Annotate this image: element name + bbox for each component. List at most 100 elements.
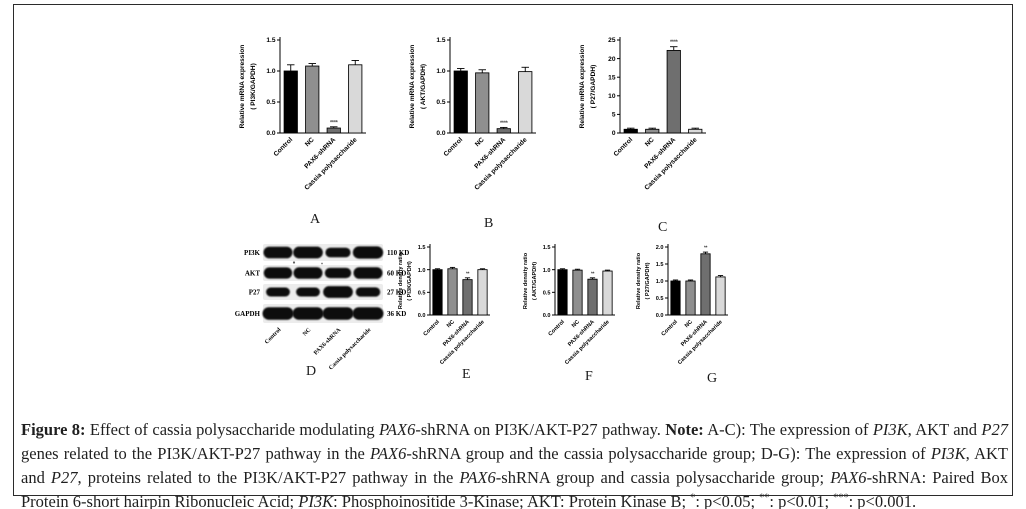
caption-segment: P27 bbox=[50, 467, 78, 487]
panel-letter-d: D bbox=[306, 364, 317, 379]
blot-protein-label: PI3K bbox=[244, 249, 261, 257]
panel-g-chart: 0.0 0.5 1.0 1.5 2.0 Relative density ratio( P… bbox=[636, 244, 728, 366]
blot-band bbox=[262, 307, 294, 320]
svg-text:Relative density ratio: Relative density ratio bbox=[636, 252, 642, 309]
svg-text:0.0: 0.0 bbox=[656, 313, 664, 319]
caption-segment: PAX6 bbox=[378, 419, 416, 439]
svg-text:1.0: 1.0 bbox=[656, 279, 664, 285]
caption-segment: PAX6 bbox=[370, 443, 407, 463]
blot-band bbox=[263, 246, 293, 259]
blot-lane-label: Control bbox=[264, 327, 283, 346]
caption-segment: PI3K bbox=[872, 419, 908, 439]
svg-text:0.5: 0.5 bbox=[656, 296, 664, 302]
significance-mark: ** bbox=[466, 271, 470, 277]
panel-letter-f: F bbox=[585, 369, 593, 384]
bar bbox=[348, 64, 363, 134]
x-tick-label: Control bbox=[273, 136, 295, 158]
caption-segment: : p<0.01; bbox=[769, 491, 834, 509]
svg-text:0.0: 0.0 bbox=[266, 130, 275, 137]
bar-chart: 0.0 0.5 1.0 1.5 Relative mRNA expression ( PI… bbox=[239, 37, 366, 192]
bar bbox=[326, 127, 341, 134]
x-tick-label: Control bbox=[443, 136, 465, 158]
caption-segment: , AKT and bbox=[907, 419, 982, 439]
caption-segment: : p<0.05; bbox=[695, 491, 760, 509]
caption-segment: -shRNA on PI3K/AKT-P27 pathway. bbox=[415, 419, 666, 439]
blot-weight-label: 60 KD bbox=[387, 270, 406, 278]
bar bbox=[518, 71, 533, 134]
blot-band bbox=[266, 287, 290, 297]
bar-chart: 0.0 0.5 1.0 1.5 Relative density ratio( AKT/… bbox=[523, 244, 615, 366]
blot-band bbox=[355, 287, 381, 297]
caption-segment: *** bbox=[833, 492, 849, 503]
caption-segment: * bbox=[690, 492, 696, 503]
panel-f-chart: 0.0 0.5 1.0 1.5 Relative density ratio( AKT/… bbox=[523, 244, 615, 366]
blot-protein-label: P27 bbox=[249, 289, 261, 297]
bar bbox=[453, 70, 468, 134]
bar-chart: 0.0 0.5 1.0 1.5 2.0 Relative density ratio( P… bbox=[636, 244, 728, 366]
caption-segment: Figure 8: bbox=[21, 419, 86, 439]
svg-text:Relative mRNA expression: Relative mRNA expression bbox=[239, 45, 246, 129]
caption-segment: A-C): The expression of bbox=[703, 419, 873, 439]
bar bbox=[432, 269, 443, 316]
blot-band bbox=[325, 247, 351, 258]
svg-text:1.0: 1.0 bbox=[543, 268, 551, 274]
svg-text:25: 25 bbox=[608, 37, 616, 44]
svg-text:1.0: 1.0 bbox=[418, 268, 426, 274]
blot-band bbox=[293, 246, 323, 259]
bar bbox=[496, 128, 511, 134]
svg-text:0.0: 0.0 bbox=[418, 313, 426, 319]
significance-mark: **** bbox=[670, 40, 679, 46]
bar bbox=[688, 128, 703, 134]
caption-segment: PAX6 bbox=[830, 467, 867, 487]
x-tick-label: Control bbox=[423, 319, 442, 338]
svg-text:( P27/GAPDH): ( P27/GAPDH) bbox=[645, 262, 651, 299]
significance-mark: ** bbox=[591, 271, 595, 277]
svg-text:1.5: 1.5 bbox=[418, 245, 426, 251]
x-tick-label: Control bbox=[613, 136, 635, 158]
caption-segment: , proteins related to the PI3K/AKT-P27 p… bbox=[77, 467, 460, 487]
bar bbox=[700, 253, 711, 316]
svg-text:( PI3K/GAPDH): ( PI3K/GAPDH) bbox=[250, 63, 257, 110]
blot-weight-label: 36 KD bbox=[387, 310, 406, 318]
svg-text:0.5: 0.5 bbox=[266, 99, 275, 106]
svg-text:2.0: 2.0 bbox=[656, 245, 664, 251]
panel-letter-g: G bbox=[707, 371, 718, 386]
svg-text:0: 0 bbox=[612, 130, 616, 137]
x-tick-label: NC bbox=[644, 136, 656, 148]
svg-text:20: 20 bbox=[608, 56, 616, 63]
caption-segment: -shRNA group and the cassia polysacchari… bbox=[406, 443, 931, 463]
blot-band bbox=[292, 307, 324, 320]
bar-chart: 0 5 10 15 20 25 Relative mRNA expression ( P27/… bbox=[579, 37, 706, 192]
panel-b-chart: 0.0 0.5 1.0 1.5 Relative mRNA expression ( AK… bbox=[409, 37, 536, 192]
blot-lane-label: NC bbox=[302, 327, 312, 337]
panel-a-chart: 0.0 0.5 1.0 1.5 Relative mRNA expression ( PI… bbox=[239, 37, 366, 192]
svg-text:( AKT/GAPDH): ( AKT/GAPDH) bbox=[420, 64, 427, 109]
blot-band bbox=[323, 286, 353, 298]
x-tick-label: NC bbox=[446, 319, 456, 329]
svg-text:1.5: 1.5 bbox=[266, 37, 275, 44]
svg-text:0.0: 0.0 bbox=[436, 130, 445, 137]
svg-text:0.0: 0.0 bbox=[543, 313, 551, 319]
panel-letter-b: B bbox=[484, 216, 494, 231]
bar-chart: 0.0 0.5 1.0 1.5 Relative density ratio( PI3K… bbox=[398, 244, 490, 366]
blot-weight-label: 27 KD bbox=[387, 289, 406, 297]
significance-mark: **** bbox=[500, 121, 509, 127]
svg-text:0.5: 0.5 bbox=[418, 291, 426, 297]
caption-segment: ** bbox=[759, 492, 770, 503]
x-tick-label: NC bbox=[571, 319, 581, 329]
blot-strip bbox=[263, 284, 383, 300]
panel-letter-a: A bbox=[310, 212, 321, 227]
bar bbox=[447, 268, 458, 316]
bar bbox=[670, 280, 681, 316]
panel-e-chart: 0.0 0.5 1.0 1.5 Relative density ratio( PI3K… bbox=[398, 244, 490, 366]
bar bbox=[462, 279, 473, 316]
svg-text:Relative mRNA expression: Relative mRNA expression bbox=[409, 45, 416, 129]
svg-text:0.5: 0.5 bbox=[543, 291, 551, 297]
x-tick-label: Control bbox=[661, 319, 680, 338]
svg-text:Relative density ratio: Relative density ratio bbox=[398, 252, 404, 309]
bar bbox=[557, 269, 568, 316]
significance-mark: **** bbox=[330, 120, 339, 126]
bar bbox=[685, 280, 696, 316]
caption-segment: -shRNA group and cassia polysaccharide g… bbox=[495, 467, 831, 487]
